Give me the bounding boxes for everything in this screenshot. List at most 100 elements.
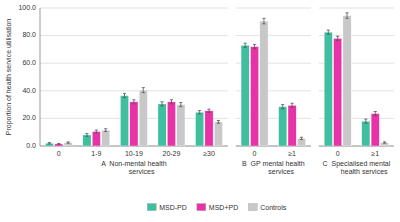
error-bar	[67, 142, 70, 143]
x-axis-label-line: B GP mental health	[242, 160, 305, 167]
legend-label: MSD-PD	[159, 204, 187, 211]
legend-swatch	[197, 204, 206, 211]
grid-line	[40, 63, 228, 64]
legend: MSD-PD MSD+PD Controls	[147, 204, 287, 211]
grid-line	[40, 35, 228, 36]
panel: 0.0 20.0 40.0 60.0 80.0 100.0 0 1-9 10-19 20-29 ≥3…	[5, 4, 228, 175]
bar	[279, 107, 287, 146]
x-tick-label: ≥1	[371, 150, 379, 157]
error-bar	[85, 134, 88, 137]
error-bar	[300, 137, 303, 139]
error-bar	[281, 105, 284, 109]
error-bar	[327, 30, 330, 34]
error-bar	[57, 143, 60, 145]
x-axis-label: B GP mental health services	[242, 160, 305, 175]
bar	[177, 105, 185, 146]
bar	[158, 104, 166, 146]
panel: 0 ≥1 B GP mental health services	[236, 8, 311, 175]
bar	[334, 38, 342, 146]
x-tick-label: 0	[57, 150, 61, 157]
error-bar	[291, 103, 294, 107]
y-tick-label: 80.0	[22, 31, 36, 38]
legend-swatch	[248, 204, 257, 211]
y-tick-label: 40.0	[22, 87, 36, 94]
bar	[214, 122, 222, 146]
legend-swatch	[147, 204, 156, 211]
bar	[167, 102, 175, 146]
bar	[324, 32, 332, 146]
error-bar	[170, 100, 173, 104]
y-axis-line	[40, 8, 41, 146]
grid-line	[236, 35, 311, 36]
error-bar	[217, 120, 220, 123]
bar	[241, 45, 249, 146]
error-bar	[104, 129, 107, 132]
bar	[45, 143, 53, 146]
x-tick-label: ≥30	[203, 150, 215, 157]
x-tick-label: 0	[336, 150, 340, 157]
bar	[260, 21, 268, 146]
marks	[241, 18, 306, 146]
chart: 0.0 20.0 40.0 60.0 80.0 100.0 0 1-9 10-19 20-29 ≥3…	[0, 0, 400, 222]
y-tick-label: 60.0	[22, 59, 36, 66]
x-tick-label: 20-29	[162, 150, 180, 157]
x-tick-label: 0	[253, 150, 257, 157]
bar	[362, 121, 370, 146]
error-bar	[132, 100, 135, 104]
bar	[92, 132, 100, 146]
x-axis-label-line: services	[253, 168, 295, 175]
x-tick-label: 1-9	[91, 150, 101, 157]
error-bar	[383, 142, 386, 143]
x-axis-label-line: A Non-mental health	[101, 160, 166, 167]
error-bar	[336, 36, 339, 40]
error-bar	[262, 18, 265, 24]
legend-item: MSD+PD	[197, 204, 238, 211]
x-axis-label: C Specialised mental health services	[323, 160, 391, 175]
bar	[343, 16, 351, 146]
y-tick-label: 100.0	[18, 4, 36, 11]
error-bar	[95, 130, 98, 133]
y-axis-label: Proportion of health service utilisation	[5, 19, 13, 135]
error-bar	[253, 45, 256, 49]
error-bar	[179, 103, 182, 107]
bar	[250, 47, 258, 146]
error-bar	[345, 13, 348, 19]
error-bar	[123, 94, 126, 98]
grid-line	[236, 8, 311, 9]
bar	[371, 114, 379, 146]
bar	[120, 96, 128, 146]
bar	[102, 130, 110, 146]
bar	[130, 102, 138, 146]
x-axis-label: A Non-mental health services	[101, 160, 166, 175]
bar	[288, 105, 296, 146]
panel: 0 ≥1 C Specialised mental health services	[319, 8, 394, 175]
x-tick-label: 10-19	[125, 150, 143, 157]
marks	[324, 13, 389, 146]
error-bar	[207, 109, 210, 112]
error-bar	[160, 102, 163, 106]
bar	[195, 112, 203, 146]
error-bar	[244, 43, 247, 47]
legend-item: MSD-PD	[147, 204, 187, 211]
grid-line	[40, 8, 228, 9]
bar	[205, 111, 213, 146]
legend-item: Controls	[248, 204, 287, 211]
y-tick-label: 0.0	[26, 142, 36, 149]
legend-label: Controls	[260, 204, 287, 211]
error-bar	[142, 88, 145, 93]
bar	[139, 90, 147, 146]
error-bar	[198, 111, 201, 114]
x-axis-label-line: services	[113, 168, 155, 175]
marks	[45, 88, 222, 146]
grid-line	[319, 8, 394, 9]
y-tick-label: 20.0	[22, 114, 36, 121]
error-bar	[364, 119, 367, 123]
bar	[55, 144, 63, 146]
legend-label: MSD+PD	[209, 204, 238, 211]
x-axis-label-line: health services	[325, 168, 388, 175]
error-bar	[48, 143, 51, 144]
bar	[380, 143, 388, 146]
x-tick-label: ≥1	[288, 150, 296, 157]
x-axis-label-line: C Specialised mental	[323, 160, 391, 168]
error-bar	[374, 112, 377, 116]
